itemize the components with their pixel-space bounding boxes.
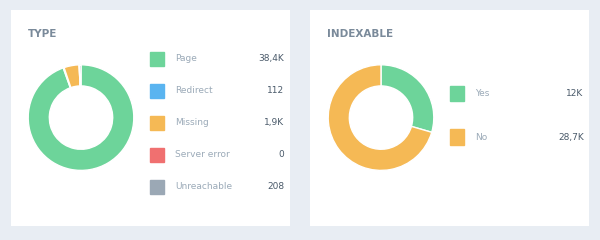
Wedge shape — [79, 65, 80, 86]
Bar — [151, 148, 164, 162]
Bar — [151, 52, 164, 66]
Text: TYPE: TYPE — [28, 29, 57, 39]
Text: 1,9K: 1,9K — [264, 118, 284, 127]
Wedge shape — [381, 65, 434, 132]
Text: Redirect: Redirect — [175, 86, 213, 95]
Text: 28,7K: 28,7K — [558, 132, 584, 142]
Text: Server error: Server error — [175, 150, 230, 159]
Text: 112: 112 — [267, 86, 284, 95]
Text: INDEXABLE: INDEXABLE — [327, 29, 393, 39]
Text: 12K: 12K — [566, 89, 584, 98]
Text: 0: 0 — [278, 150, 284, 159]
Wedge shape — [64, 65, 80, 88]
Text: Missing: Missing — [175, 118, 209, 127]
Wedge shape — [63, 68, 71, 88]
Bar — [450, 86, 464, 102]
Wedge shape — [28, 65, 134, 170]
Wedge shape — [79, 65, 81, 86]
Bar — [450, 130, 464, 144]
Wedge shape — [328, 65, 432, 170]
Text: 38,4K: 38,4K — [259, 54, 284, 63]
Bar — [151, 180, 164, 194]
Bar — [151, 84, 164, 98]
Text: No: No — [475, 132, 487, 142]
Text: Unreachable: Unreachable — [175, 182, 233, 191]
Text: Page: Page — [175, 54, 197, 63]
Bar — [151, 116, 164, 130]
Text: Yes: Yes — [475, 89, 489, 98]
Text: 208: 208 — [267, 182, 284, 191]
